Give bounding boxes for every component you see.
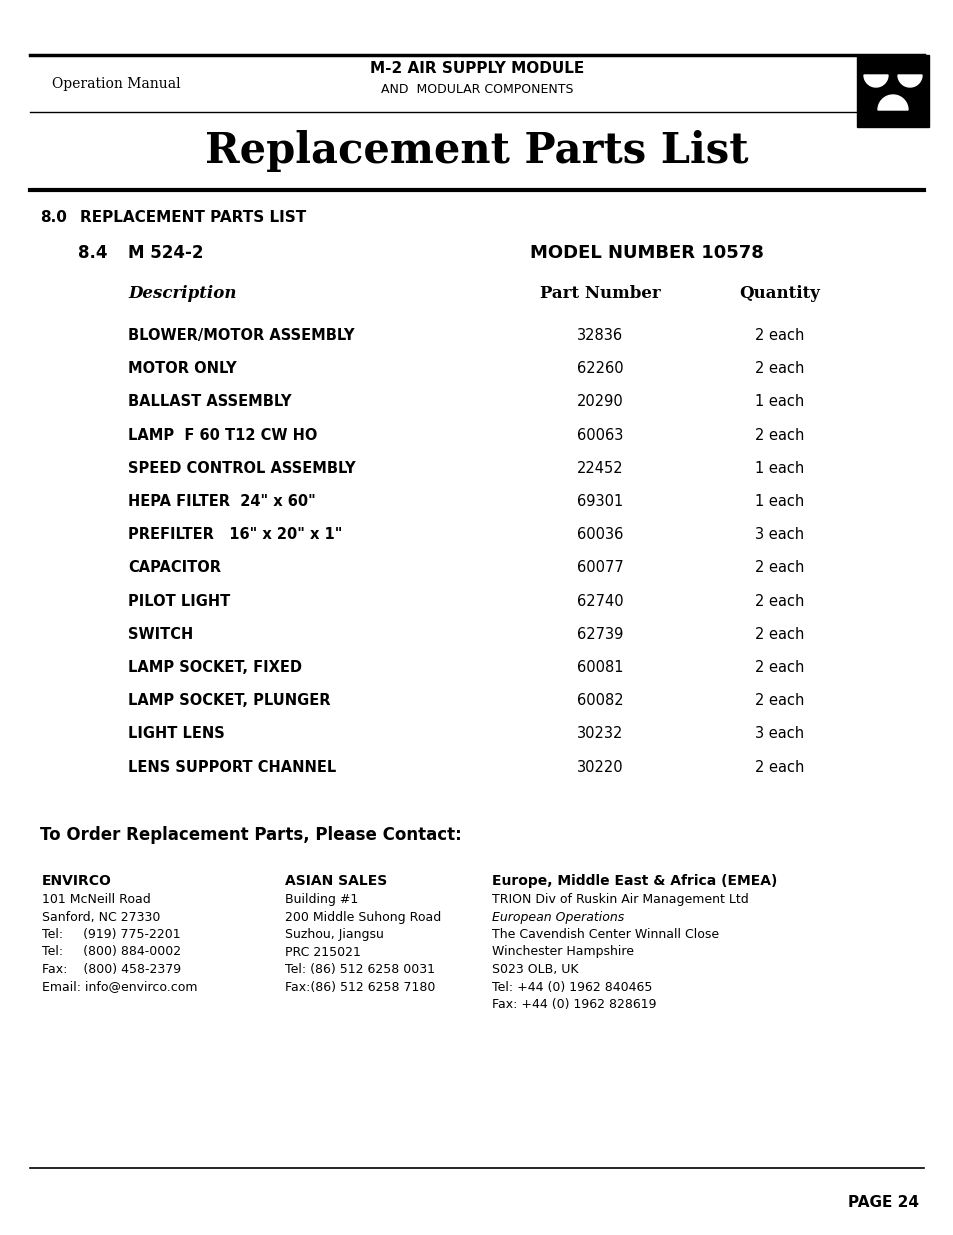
- Text: 200 Middle Suhong Road: 200 Middle Suhong Road: [285, 910, 441, 924]
- Text: BALLAST ASSEMBLY: BALLAST ASSEMBLY: [128, 394, 292, 409]
- Text: Part Number: Part Number: [539, 285, 659, 303]
- Text: PAGE 24: PAGE 24: [847, 1195, 918, 1210]
- Text: 30220: 30220: [576, 760, 622, 774]
- Text: LIGHT LENS: LIGHT LENS: [128, 726, 225, 741]
- Text: 62739: 62739: [577, 627, 622, 642]
- Text: 3 each: 3 each: [755, 527, 803, 542]
- Text: AND  MODULAR COMPONENTS: AND MODULAR COMPONENTS: [380, 83, 573, 96]
- Text: LAMP  F 60 T12 CW HO: LAMP F 60 T12 CW HO: [128, 427, 317, 442]
- Text: PILOT LIGHT: PILOT LIGHT: [128, 594, 230, 609]
- Text: LAMP SOCKET, PLUNGER: LAMP SOCKET, PLUNGER: [128, 693, 330, 708]
- Text: 1 each: 1 each: [755, 461, 803, 475]
- Text: 62740: 62740: [576, 594, 622, 609]
- Text: Building #1: Building #1: [285, 893, 358, 906]
- Text: 2 each: 2 each: [755, 594, 803, 609]
- Text: 22452: 22452: [576, 461, 622, 475]
- Text: Winchester Hampshire: Winchester Hampshire: [492, 946, 634, 958]
- Text: S023 OLB, UK: S023 OLB, UK: [492, 963, 578, 976]
- Text: Fax:(86) 512 6258 7180: Fax:(86) 512 6258 7180: [285, 981, 435, 993]
- Text: 2 each: 2 each: [755, 659, 803, 676]
- Bar: [856, 56, 928, 127]
- Text: MOTOR ONLY: MOTOR ONLY: [128, 361, 236, 377]
- Text: Email: info@envirco.com: Email: info@envirco.com: [42, 981, 197, 993]
- Text: Fax: +44 (0) 1962 828619: Fax: +44 (0) 1962 828619: [492, 998, 656, 1011]
- Text: Tel:     (919) 775-2201: Tel: (919) 775-2201: [42, 927, 180, 941]
- Text: European Operations: European Operations: [492, 910, 623, 924]
- Text: Quantity: Quantity: [739, 285, 820, 303]
- Text: 1 each: 1 each: [755, 494, 803, 509]
- Text: BLOWER/MOTOR ASSEMBLY: BLOWER/MOTOR ASSEMBLY: [128, 329, 355, 343]
- Text: 2 each: 2 each: [755, 561, 803, 576]
- Text: Suzhou, Jiangsu: Suzhou, Jiangsu: [285, 927, 383, 941]
- Text: Fax:    (800) 458-2379: Fax: (800) 458-2379: [42, 963, 181, 976]
- Text: 2 each: 2 each: [755, 427, 803, 442]
- Text: REPLACEMENT PARTS LIST: REPLACEMENT PARTS LIST: [80, 210, 306, 225]
- Text: Tel:     (800) 884-0002: Tel: (800) 884-0002: [42, 946, 181, 958]
- Text: The Cavendish Center Winnall Close: The Cavendish Center Winnall Close: [492, 927, 719, 941]
- Text: 60082: 60082: [576, 693, 622, 708]
- Text: SWITCH: SWITCH: [128, 627, 193, 642]
- Text: ASIAN SALES: ASIAN SALES: [285, 874, 387, 888]
- Text: MODEL NUMBER 10578: MODEL NUMBER 10578: [530, 245, 763, 262]
- Text: 2 each: 2 each: [755, 329, 803, 343]
- Text: 60077: 60077: [576, 561, 622, 576]
- Text: HEPA FILTER  24" x 60": HEPA FILTER 24" x 60": [128, 494, 315, 509]
- Text: 2 each: 2 each: [755, 361, 803, 377]
- Polygon shape: [863, 75, 887, 86]
- Polygon shape: [897, 75, 921, 86]
- Text: 2 each: 2 each: [755, 760, 803, 774]
- Text: 3 each: 3 each: [755, 726, 803, 741]
- Text: 8.4: 8.4: [78, 245, 108, 262]
- Text: Replacement Parts List: Replacement Parts List: [205, 130, 748, 172]
- Text: LAMP SOCKET, FIXED: LAMP SOCKET, FIXED: [128, 659, 302, 676]
- Text: Tel: +44 (0) 1962 840465: Tel: +44 (0) 1962 840465: [492, 981, 652, 993]
- Text: Europe, Middle East & Africa (EMEA): Europe, Middle East & Africa (EMEA): [492, 874, 777, 888]
- Text: ENVIRCO: ENVIRCO: [42, 874, 112, 888]
- Text: M-2 AIR SUPPLY MODULE: M-2 AIR SUPPLY MODULE: [370, 61, 583, 77]
- Text: PREFILTER   16" x 20" x 1": PREFILTER 16" x 20" x 1": [128, 527, 342, 542]
- Text: 20290: 20290: [576, 394, 622, 409]
- Text: Tel: (86) 512 6258 0031: Tel: (86) 512 6258 0031: [285, 963, 435, 976]
- Text: PRC 215021: PRC 215021: [285, 946, 360, 958]
- Text: TRION Div of Ruskin Air Management Ltd: TRION Div of Ruskin Air Management Ltd: [492, 893, 748, 906]
- Text: Sanford, NC 27330: Sanford, NC 27330: [42, 910, 160, 924]
- Text: 2 each: 2 each: [755, 693, 803, 708]
- Text: 8.0: 8.0: [40, 210, 67, 225]
- Polygon shape: [877, 95, 907, 110]
- Text: 32836: 32836: [577, 329, 622, 343]
- Text: 1 each: 1 each: [755, 394, 803, 409]
- Text: M 524-2: M 524-2: [128, 245, 203, 262]
- Text: 101 McNeill Road: 101 McNeill Road: [42, 893, 151, 906]
- Text: Description: Description: [128, 285, 236, 303]
- Text: To Order Replacement Parts, Please Contact:: To Order Replacement Parts, Please Conta…: [40, 826, 461, 844]
- Text: 2 each: 2 each: [755, 627, 803, 642]
- Text: 30232: 30232: [577, 726, 622, 741]
- Text: 60036: 60036: [577, 527, 622, 542]
- Text: 60081: 60081: [577, 659, 622, 676]
- Text: 62260: 62260: [576, 361, 622, 377]
- Text: 60063: 60063: [577, 427, 622, 442]
- Text: Operation Manual: Operation Manual: [52, 77, 180, 91]
- Text: CAPACITOR: CAPACITOR: [128, 561, 221, 576]
- Text: 69301: 69301: [577, 494, 622, 509]
- Text: LENS SUPPORT CHANNEL: LENS SUPPORT CHANNEL: [128, 760, 335, 774]
- Text: SPEED CONTROL ASSEMBLY: SPEED CONTROL ASSEMBLY: [128, 461, 355, 475]
